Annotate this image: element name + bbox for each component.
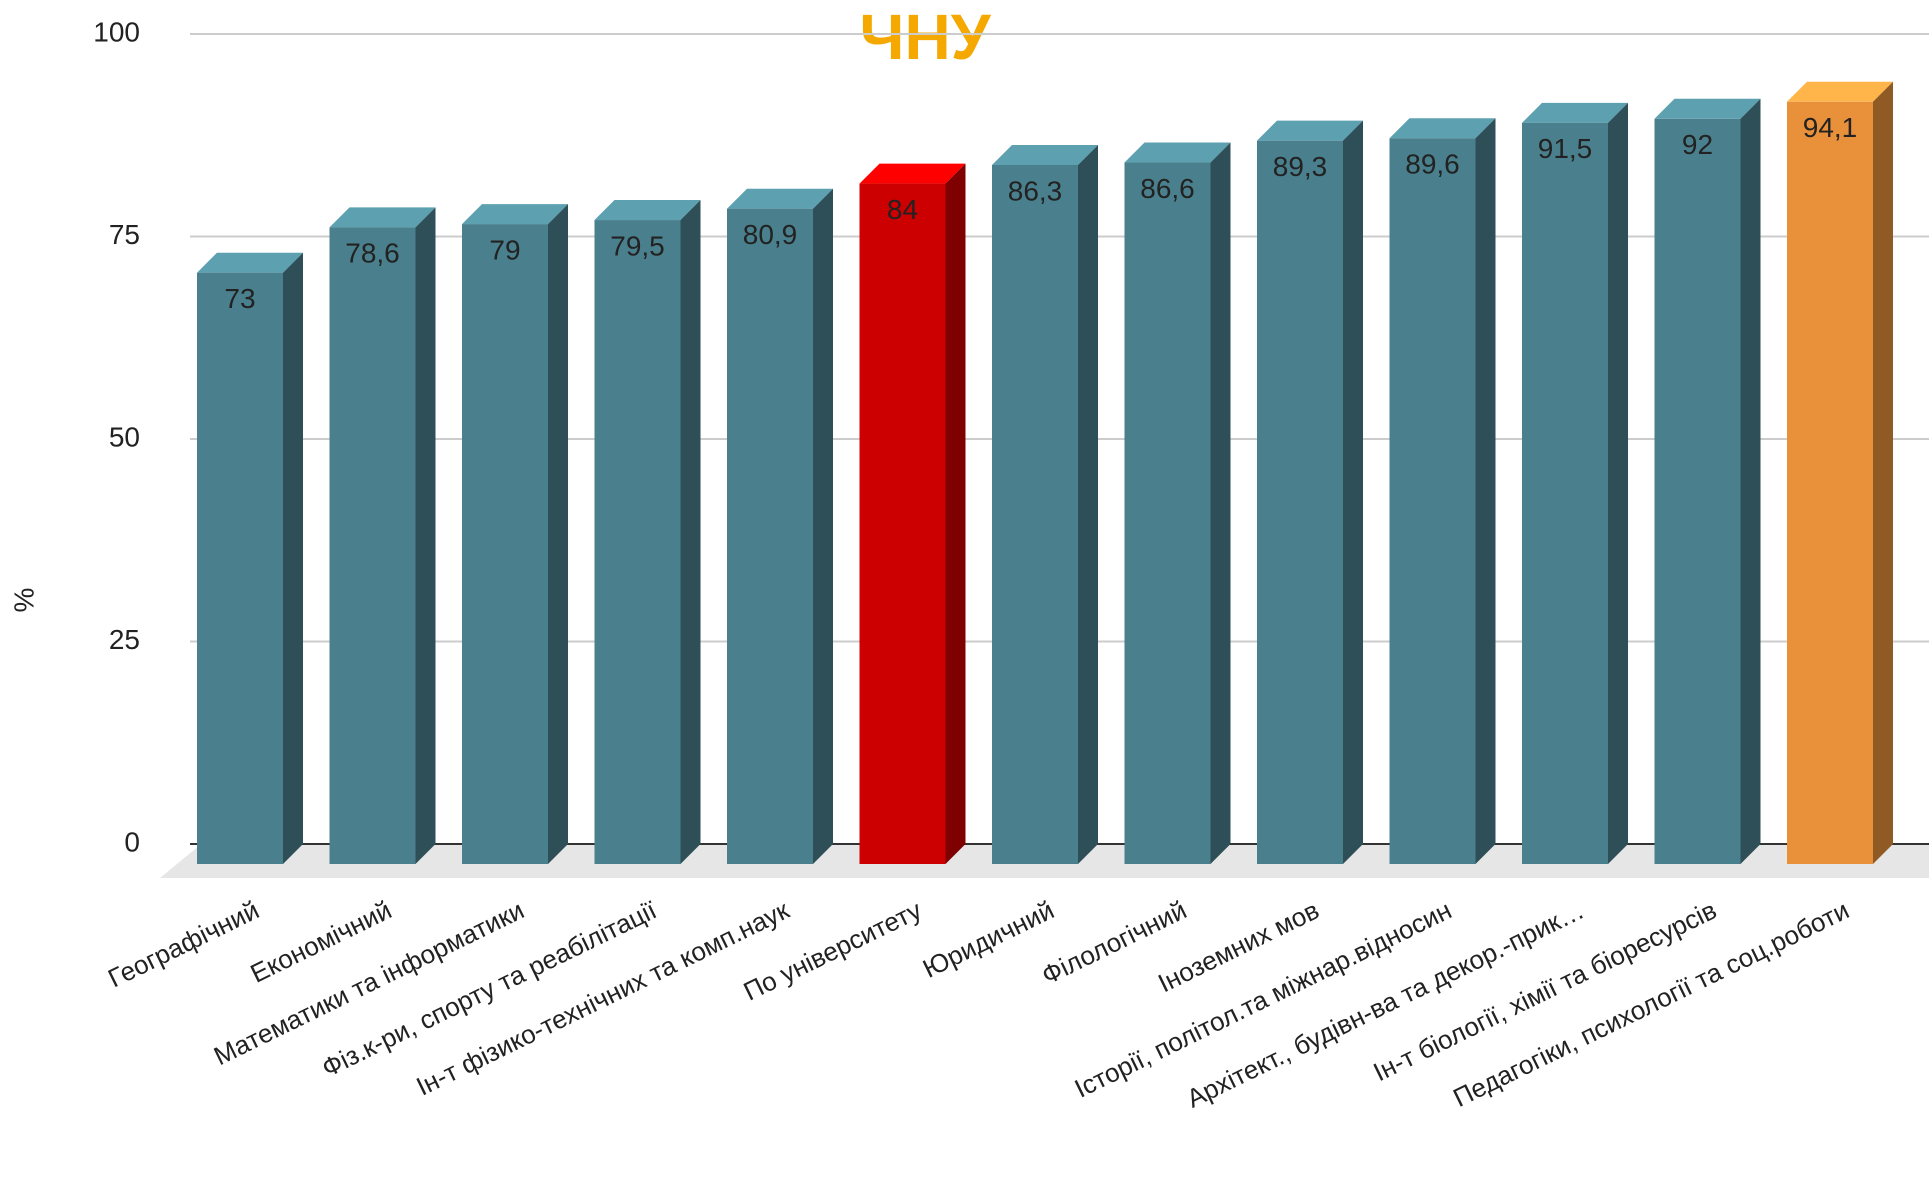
value-label: 94,1 xyxy=(1803,112,1858,143)
x-tick-label: Юридичний xyxy=(918,895,1059,984)
bar-side xyxy=(1475,118,1496,865)
bar-side xyxy=(415,207,436,865)
bar xyxy=(1389,138,1476,865)
value-label: 92 xyxy=(1682,129,1713,160)
value-label: 86,3 xyxy=(1008,175,1063,206)
bar-top xyxy=(727,188,833,209)
bar-top xyxy=(1124,142,1231,163)
bar-top xyxy=(462,204,568,225)
bar xyxy=(1654,118,1741,865)
value-label: 84 xyxy=(887,194,918,225)
bar-top xyxy=(1654,98,1761,119)
bar-side xyxy=(548,204,568,865)
bar-top xyxy=(329,207,436,228)
y-tick-label: 75 xyxy=(109,219,140,250)
y-tick-label: 25 xyxy=(109,624,140,655)
value-label: 79 xyxy=(489,234,520,265)
bar xyxy=(1124,162,1211,865)
bar-side xyxy=(945,163,966,865)
value-label: 78,6 xyxy=(345,238,400,269)
y-axis-label: % xyxy=(8,588,39,613)
bar xyxy=(1522,122,1608,865)
bar-side xyxy=(813,188,833,864)
value-label: 89,6 xyxy=(1405,149,1460,180)
bar xyxy=(329,227,416,865)
bar-top xyxy=(594,200,701,221)
bar xyxy=(859,183,946,865)
bar-top xyxy=(1257,120,1363,141)
bar xyxy=(462,224,548,865)
bar-side xyxy=(680,200,701,865)
bar xyxy=(1787,101,1873,865)
value-label: 91,5 xyxy=(1538,133,1593,164)
value-label: 86,6 xyxy=(1140,173,1195,204)
bar-top xyxy=(1389,118,1496,139)
bar-side xyxy=(1873,81,1893,865)
bar xyxy=(1257,140,1343,865)
bar-top xyxy=(1522,102,1628,123)
y-tick-label: 0 xyxy=(124,826,140,857)
bar xyxy=(992,164,1078,865)
bar-top xyxy=(197,252,303,273)
chart-title: ЧНУ xyxy=(860,1,992,73)
value-label: 80,9 xyxy=(743,219,798,250)
value-label: 89,3 xyxy=(1273,151,1328,182)
bar-top xyxy=(859,163,966,184)
bar-side xyxy=(1078,144,1098,865)
value-label: 79,5 xyxy=(610,230,665,261)
x-tick-label: Географічний xyxy=(103,895,263,994)
bar xyxy=(197,272,283,864)
bar xyxy=(727,208,813,864)
y-tick-label: 50 xyxy=(109,421,140,452)
bar-side xyxy=(1343,120,1363,865)
bar-top xyxy=(992,144,1098,165)
bar-side xyxy=(1740,98,1761,865)
y-tick-label: 100 xyxy=(93,16,140,47)
bar-side xyxy=(1608,102,1628,865)
value-label: 73 xyxy=(224,283,255,314)
bar-side xyxy=(1210,142,1231,865)
bar-top xyxy=(1787,81,1893,102)
bar xyxy=(594,220,681,865)
bar-side xyxy=(283,252,303,864)
